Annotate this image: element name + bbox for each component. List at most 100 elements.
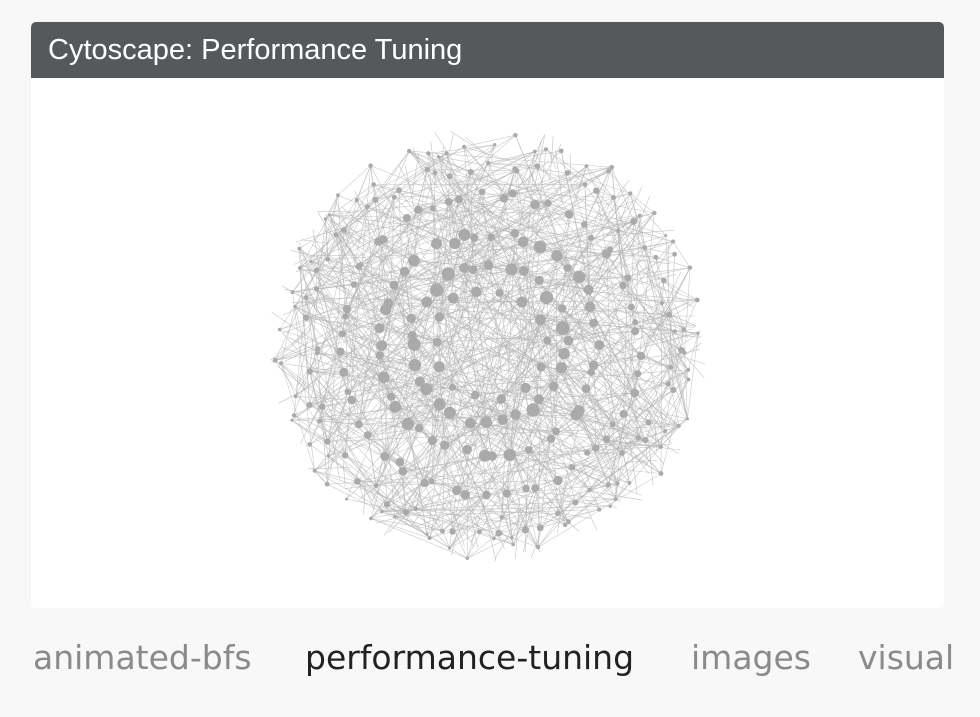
graph-node: [454, 195, 463, 204]
graph-edge: [371, 469, 391, 502]
graph-edge: [354, 214, 570, 285]
graph-edge: [667, 369, 689, 385]
graph-node: [587, 234, 595, 241]
graph-edge: [537, 165, 657, 258]
graph-edge: [672, 241, 691, 268]
graph-edge: [345, 197, 395, 317]
graph-node: [637, 213, 642, 218]
graph-node: [372, 196, 379, 203]
graph-edge: [506, 151, 535, 494]
graph-edge: [606, 329, 684, 440]
graph-node: [597, 507, 602, 512]
graph-edge: [431, 481, 468, 559]
graph-edge: [644, 241, 674, 248]
graph-edge: [537, 422, 649, 548]
graph-node: [393, 514, 397, 519]
graph-node: [428, 478, 435, 485]
graph-edge: [452, 297, 530, 451]
graph-edge: [324, 441, 348, 474]
graph-edge: [274, 270, 317, 361]
graph-edge: [439, 366, 661, 447]
graph-edge: [379, 355, 688, 419]
graph-edge: [584, 184, 684, 330]
graph-node: [645, 419, 652, 426]
graph-edge: [555, 150, 563, 203]
graph-edge: [309, 404, 630, 484]
graph-node: [495, 529, 503, 537]
graph-node: [277, 327, 282, 332]
graph-node: [558, 304, 567, 313]
graph-edge: [313, 424, 323, 431]
network-graph-canvas[interactable]: [31, 78, 944, 608]
graph-edge: [359, 486, 378, 500]
graph-edge: [609, 221, 635, 250]
graph-edge: [327, 214, 350, 238]
graph-edge: [409, 150, 580, 278]
graph-node: [324, 481, 330, 487]
tab-images[interactable]: images: [691, 638, 811, 677]
graph-edge: [503, 198, 548, 204]
graph-edge: [540, 366, 580, 412]
graph-node: [441, 267, 455, 281]
graph-node: [681, 327, 686, 332]
graph-edge: [637, 385, 671, 428]
graph-node: [387, 392, 396, 401]
graph-edge: [309, 372, 345, 406]
graph-node: [552, 427, 560, 436]
graph-node: [421, 296, 433, 308]
graph-edge: [466, 203, 549, 450]
graph-edge: [375, 189, 400, 201]
graph-edge: [534, 204, 570, 215]
graph-node: [303, 295, 309, 301]
graph-node: [687, 265, 693, 270]
graph-edge: [317, 352, 328, 485]
graph-edge: [470, 171, 570, 215]
graph-edge: [681, 329, 684, 351]
graph-edge: [394, 509, 600, 517]
graph-edge: [641, 322, 695, 328]
tab-visual[interactable]: visual: [858, 638, 955, 677]
graph-node: [430, 283, 444, 297]
graph-edge: [345, 209, 419, 317]
graph-edge: [297, 301, 320, 304]
graph-edge: [525, 387, 557, 432]
tab-performance-tuning[interactable]: performance-tuning: [305, 638, 635, 677]
graph-edge: [501, 212, 655, 400]
graph-edge: [294, 248, 325, 265]
graph-node: [375, 351, 384, 360]
graph-edge: [378, 241, 542, 368]
graph-edge: [342, 462, 346, 488]
graph-edge: [606, 212, 655, 255]
graph-edge: [325, 184, 374, 220]
graph-edge: [571, 467, 609, 486]
graph-node: [564, 170, 571, 176]
graph-node: [290, 290, 295, 295]
graph-edge: [533, 409, 576, 416]
graph-edge: [413, 169, 428, 261]
graph-edge: [344, 399, 353, 456]
graph-edge: [499, 204, 536, 294]
graph-edge: [506, 484, 609, 494]
network-graph-icon: [270, 130, 706, 561]
graph-edge: [467, 529, 526, 559]
graph-edge: [394, 193, 513, 198]
graph-edge: [430, 141, 437, 186]
graph-edge: [316, 269, 698, 301]
graph-node: [536, 524, 544, 532]
graph-edge: [623, 349, 682, 415]
graph-node: [323, 217, 327, 221]
graph-edge: [464, 409, 534, 496]
demo-card[interactable]: Cytoscape: Performance Tuning: [31, 22, 944, 608]
graph-node: [458, 228, 471, 241]
graph-node: [293, 394, 298, 399]
graph-node: [328, 213, 331, 217]
graph-edge: [449, 134, 516, 177]
graph-edge: [312, 254, 366, 257]
tab-animated-bfs[interactable]: animated-bfs: [33, 638, 252, 677]
graph-edge: [344, 455, 417, 510]
graph-node: [420, 478, 429, 488]
graph-node: [368, 163, 373, 168]
graph-edge: [309, 329, 684, 406]
graph-edge: [275, 190, 597, 361]
graph-node: [389, 400, 402, 413]
